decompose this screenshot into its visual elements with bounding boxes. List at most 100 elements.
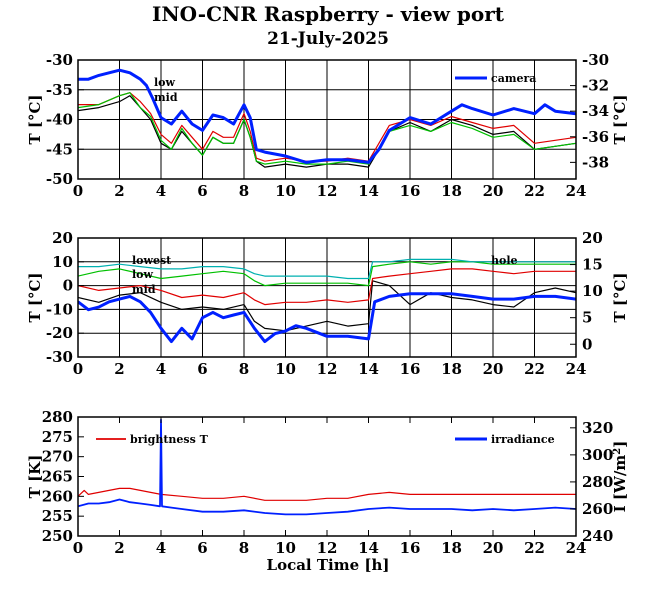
x-tick-label: 12: [317, 539, 338, 557]
x-tick-label: 2: [114, 360, 124, 378]
legend-label: camera: [491, 72, 536, 85]
x-tick-label: 22: [524, 182, 545, 200]
x-tick-label: 2: [114, 539, 124, 557]
x-tick-label: 0: [73, 360, 83, 378]
x-axis-label: Local Time [h]: [267, 556, 390, 574]
legend-label: mid: [154, 91, 178, 104]
y-left-axis-label: T [K]: [26, 455, 44, 499]
x-tick-label: 18: [441, 539, 462, 557]
y-right-tick-label: -30: [582, 51, 609, 69]
y-right-axis-label: T [°C]: [611, 94, 629, 144]
x-tick-label: 0: [73, 539, 83, 557]
series-line-irradiance: [78, 418, 576, 516]
series-group: [78, 418, 576, 516]
series-line-lowest: [78, 280, 576, 332]
y-right-axis-label-tail: ]: [611, 441, 629, 448]
y-right-tick-label: 5: [582, 309, 592, 327]
series-line-mid: [78, 261, 576, 287]
chart-title: INO-CNR Raspberry - view port: [152, 2, 505, 26]
x-tick-label: 18: [441, 360, 462, 378]
legend-label: mid: [132, 283, 156, 296]
chart-subtitle: 21-July-2025: [267, 29, 389, 49]
y-left-tick-label: -45: [46, 140, 73, 158]
x-tick-label: 18: [441, 182, 462, 200]
x-tick-label: 16: [400, 360, 421, 378]
x-tick-label: 2: [114, 182, 124, 200]
y-right-tick-label: -38: [582, 153, 609, 171]
x-tick-label: 8: [239, 182, 249, 200]
x-tick-label: 24: [566, 182, 587, 200]
x-tick-label: 6: [197, 539, 207, 557]
y-left-tick-label: -10: [46, 300, 73, 318]
y-left-tick-label: 260: [42, 487, 73, 505]
series-line-low: [78, 95, 576, 168]
series-line-brightness-t: [78, 487, 576, 501]
y-left-tick-label: -30: [46, 348, 73, 366]
x-tick-label: 24: [566, 539, 587, 557]
x-tick-label: 14: [358, 182, 379, 200]
x-tick-label: 8: [239, 360, 249, 378]
x-tick-label: 12: [317, 182, 338, 200]
x-tick-label: 10: [275, 539, 296, 557]
x-tick-label: 22: [524, 360, 545, 378]
x-tick-label: 4: [156, 182, 166, 200]
y-left-tick-label: 20: [52, 229, 73, 247]
y-left-tick-label: 0: [63, 277, 73, 295]
series-line-unnamed: [78, 292, 576, 344]
y-right-tick-label: -32: [582, 77, 609, 95]
legend-label: brightness T: [130, 433, 209, 446]
series-line-camera: [78, 92, 576, 165]
x-tick-label: 16: [400, 182, 421, 200]
series-group: [78, 258, 576, 344]
y-left-tick-label: 250: [42, 527, 73, 545]
y-right-axis-label-sup: 2: [612, 448, 623, 455]
x-tick-label: 6: [197, 360, 207, 378]
y-right-tick-label: 20: [582, 229, 603, 247]
x-tick-label: 6: [197, 182, 207, 200]
panel-bottom: 0 2 4 6 8 10 12 14 16 18 20 22 242502552602652702752…: [26, 408, 629, 557]
series-line-low: [78, 268, 576, 306]
x-tick-label: 8: [239, 539, 249, 557]
series-line-hole: [78, 258, 576, 280]
x-tick-label: 20: [483, 182, 504, 200]
y-right-tick-label: 0: [582, 335, 592, 353]
y-right-tick-label: 10: [582, 282, 603, 300]
y-right-tick-label: 15: [582, 256, 603, 274]
legend-label: low: [154, 76, 176, 89]
legend-label: hole: [491, 254, 518, 267]
x-tick-label: 10: [275, 360, 296, 378]
x-tick-label: 20: [483, 539, 504, 557]
y-left-axis-label: T [°C]: [26, 94, 44, 144]
legend-label: lowest: [132, 254, 172, 267]
series-line-camera: [78, 68, 576, 164]
y-left-tick-label: -50: [46, 170, 73, 188]
legend-label: low: [132, 268, 154, 281]
y-right-tick-label: 300: [582, 446, 613, 464]
legend-label: irradiance: [491, 433, 555, 446]
y-left-tick-label: -30: [46, 51, 73, 69]
y-left-tick-label: -40: [46, 111, 73, 129]
x-tick-label: 4: [156, 360, 166, 378]
y-left-tick-label: 280: [42, 408, 73, 426]
x-tick-label: 14: [358, 539, 379, 557]
y-left-tick-label: -20: [46, 324, 73, 342]
x-tick-label: 12: [317, 360, 338, 378]
y-right-tick-label: 280: [582, 473, 613, 491]
panel-middle: 0 2 4 6 8 10 12 14 16 18 20 22 24-30-20-100102005101…: [26, 229, 629, 378]
y-left-tick-label: 10: [52, 253, 73, 271]
x-tick-label: 24: [566, 360, 587, 378]
y-right-tick-label: 260: [582, 500, 613, 518]
series-line-mid: [78, 92, 576, 162]
panel-top: 0 2 4 6 8 10 12 14 16 18 20 22 24-50-45-40-35-30-38-…: [26, 51, 629, 200]
y-right-tick-label: 320: [582, 419, 613, 437]
y-left-axis-label: T [°C]: [26, 272, 44, 322]
series-group: [78, 68, 576, 168]
y-right-tick-label: -36: [582, 128, 609, 146]
x-tick-label: 4: [156, 539, 166, 557]
y-left-tick-label: 270: [42, 448, 73, 466]
x-tick-label: 20: [483, 360, 504, 378]
y-left-tick-label: -35: [46, 81, 73, 99]
y-left-tick-label: 275: [42, 428, 73, 446]
x-tick-label: 22: [524, 539, 545, 557]
